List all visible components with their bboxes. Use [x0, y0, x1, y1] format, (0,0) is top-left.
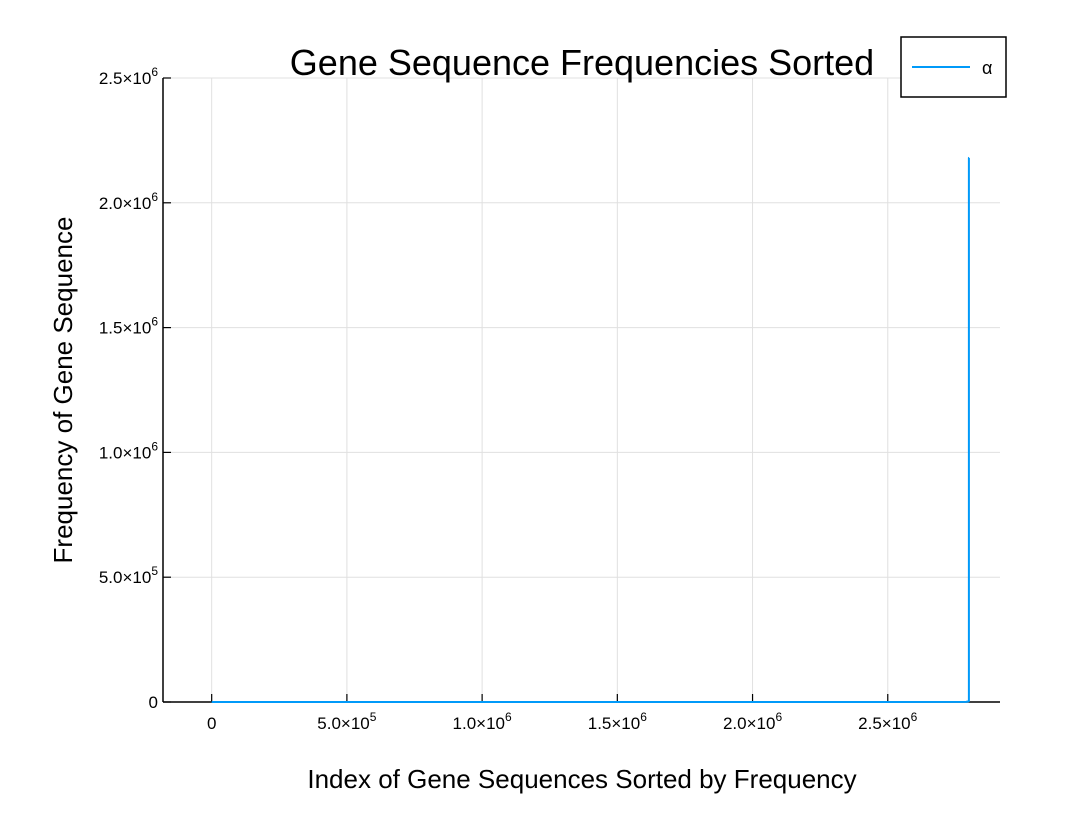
y-tick-label: 5.0×105: [99, 564, 158, 587]
y-tick-label: 1.5×106: [99, 315, 158, 338]
y-tick-label: 2.0×106: [99, 190, 158, 213]
y-axis-label: Frequency of Gene Sequence: [48, 217, 78, 564]
x-tick-label: 2.0×106: [723, 710, 782, 733]
grid: [163, 77, 1000, 703]
series-line-0: [211, 156, 970, 703]
chart-title: Gene Sequence Frequencies Sorted: [290, 42, 874, 83]
ticks: 0 5.0×105 1.0×106 1.5×106 2.0×106 2.5×106 0 5.0…: [99, 65, 918, 733]
series-layer: [211, 156, 970, 703]
x-tick-label: 0: [207, 714, 216, 733]
axes: [162, 78, 1000, 703]
y-tick-label: 1.0×106: [99, 439, 158, 462]
x-axis-label: Index of Gene Sequences Sorted by Freque…: [307, 764, 856, 794]
y-tick-label: 2.5×106: [99, 65, 158, 88]
legend: α: [900, 36, 1007, 98]
x-tick-label: 1.5×106: [588, 710, 647, 733]
x-tick-label: 5.0×105: [317, 710, 376, 733]
x-tick-label: 2.5×106: [858, 710, 917, 733]
legend-label-alpha: α: [982, 58, 992, 78]
x-tick-label: 1.0×106: [453, 710, 512, 733]
y-tick-label: 0: [149, 693, 158, 712]
